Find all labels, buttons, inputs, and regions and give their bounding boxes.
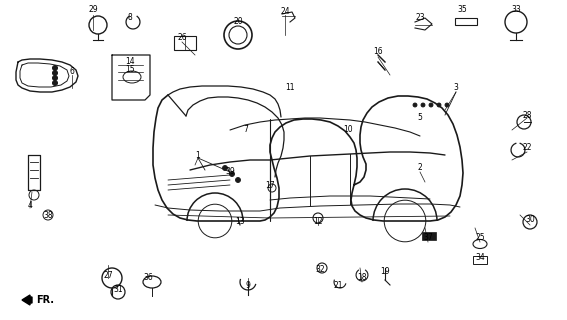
- Text: 16: 16: [373, 47, 383, 57]
- Text: 33: 33: [511, 5, 521, 14]
- Bar: [473, 256, 487, 264]
- Text: 7: 7: [244, 125, 248, 134]
- Text: 24: 24: [280, 7, 290, 17]
- Text: 18: 18: [357, 274, 367, 283]
- Text: 14: 14: [125, 58, 135, 67]
- Text: 23: 23: [415, 13, 425, 22]
- Text: 38: 38: [43, 211, 53, 220]
- Text: 11: 11: [285, 84, 295, 92]
- Circle shape: [235, 178, 240, 182]
- Text: 4: 4: [28, 201, 32, 210]
- Bar: [174, 36, 196, 50]
- Text: 35: 35: [457, 5, 467, 14]
- Circle shape: [413, 103, 417, 107]
- Text: 34: 34: [475, 253, 485, 262]
- Circle shape: [53, 66, 57, 70]
- FancyArrow shape: [22, 295, 32, 305]
- Text: 2: 2: [418, 164, 422, 172]
- Circle shape: [437, 103, 441, 107]
- Bar: [455, 18, 477, 25]
- Text: 20: 20: [233, 18, 243, 27]
- Circle shape: [230, 172, 235, 177]
- Text: 36: 36: [143, 274, 153, 283]
- Text: 5: 5: [417, 114, 422, 123]
- Text: 6: 6: [70, 68, 74, 76]
- Text: 9: 9: [246, 281, 251, 290]
- Text: 39: 39: [225, 167, 235, 177]
- Text: 1: 1: [196, 150, 200, 159]
- Text: 21: 21: [333, 281, 342, 290]
- Circle shape: [421, 103, 425, 107]
- Text: 31: 31: [113, 285, 123, 294]
- Text: 10: 10: [343, 125, 353, 134]
- Text: 32: 32: [315, 266, 325, 275]
- Text: 8: 8: [128, 13, 132, 22]
- Circle shape: [222, 165, 227, 171]
- Text: 12: 12: [313, 218, 323, 227]
- Text: 13: 13: [235, 218, 245, 227]
- Text: 27: 27: [103, 270, 113, 279]
- Text: FR.: FR.: [36, 295, 54, 305]
- Circle shape: [53, 76, 57, 81]
- Circle shape: [53, 70, 57, 76]
- Circle shape: [429, 103, 433, 107]
- Text: 26: 26: [177, 34, 187, 43]
- Text: 30: 30: [525, 215, 535, 225]
- Text: 15: 15: [125, 66, 135, 75]
- Text: 19: 19: [380, 268, 390, 276]
- Text: 22: 22: [522, 143, 532, 153]
- Circle shape: [53, 81, 57, 85]
- Circle shape: [445, 103, 449, 107]
- Bar: [422, 232, 436, 240]
- Text: 29: 29: [88, 5, 98, 14]
- Text: 37: 37: [423, 234, 433, 243]
- Text: 3: 3: [454, 84, 459, 92]
- Text: 25: 25: [475, 234, 485, 243]
- Text: 17: 17: [265, 180, 275, 189]
- Text: 28: 28: [522, 110, 532, 119]
